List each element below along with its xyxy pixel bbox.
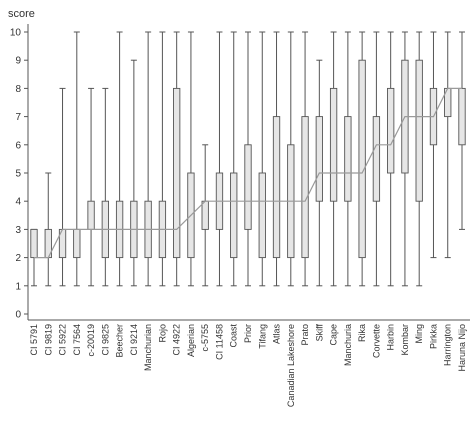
iqr-box	[272, 116, 281, 259]
box-23	[358, 31, 366, 287]
box-17	[272, 31, 281, 287]
box-9	[158, 31, 167, 287]
category-label: Atlas	[272, 324, 282, 345]
box-12	[201, 144, 209, 287]
box-27	[415, 31, 423, 287]
iqr-box	[258, 172, 266, 259]
category-label: CI 9825	[100, 324, 110, 356]
category-label: Prato	[300, 324, 310, 346]
box-22	[344, 31, 352, 287]
category-label: CI 9214	[129, 324, 139, 356]
category-label: Cape	[329, 324, 339, 346]
iqr-box	[30, 228, 38, 259]
box-3	[73, 31, 81, 287]
y-axis-label: score	[8, 8, 35, 20]
category-label: Beecher	[115, 324, 125, 358]
box-14	[230, 31, 238, 287]
category-label: CI 9819	[43, 324, 53, 356]
y-tick-label: 2	[15, 253, 21, 264]
box-24	[372, 31, 381, 287]
category-label: CI 4922	[172, 324, 182, 356]
box-4	[87, 87, 95, 287]
category-label: Prior	[243, 324, 253, 343]
category-label: Haruna Nijo	[457, 324, 467, 372]
box-18	[287, 31, 295, 287]
category-label: Canadian Lakeshore	[286, 324, 296, 407]
y-tick-label: 7	[15, 112, 21, 123]
box-26	[401, 31, 409, 287]
iqr-box	[201, 200, 209, 230]
box-16	[258, 31, 266, 287]
category-label: Manchurian	[143, 324, 153, 371]
box-28	[429, 31, 438, 259]
category-label: CI 11458	[214, 324, 224, 360]
category-label: Kombar	[400, 324, 410, 356]
category-label: Harbin	[386, 324, 396, 351]
box-21	[329, 31, 338, 287]
category-label: Skiff	[314, 324, 324, 342]
iqr-box	[329, 87, 338, 202]
iqr-box	[372, 116, 381, 202]
y-tick-label: 0	[15, 310, 21, 321]
category-label: Manchuria	[343, 324, 353, 366]
y-tick-label: 4	[15, 197, 21, 208]
y-tick-label: 6	[15, 140, 21, 151]
box-11	[187, 31, 195, 287]
box-25	[387, 31, 395, 287]
box-20	[315, 59, 323, 287]
y-tick-label: 9	[15, 56, 21, 67]
category-label: Algerian	[186, 324, 196, 357]
box-7	[130, 59, 138, 287]
iqr-box	[415, 59, 423, 202]
category-label: Rika	[357, 324, 367, 342]
box-8	[144, 31, 152, 287]
category-labels: CI 5791 CI 9819 CI 5922 CI 7564 c-20019 CI 98…	[29, 324, 467, 408]
y-ticks: 0 1 2 3 4 5 6 7 8 9 10	[10, 28, 28, 321]
box-10	[173, 31, 181, 287]
iqr-box	[315, 116, 323, 202]
box-29	[444, 31, 452, 259]
category-label: c-5755	[200, 324, 210, 352]
box-13	[215, 31, 224, 287]
category-label: CI 5791	[29, 324, 39, 356]
category-label: CI 7564	[72, 324, 82, 356]
iqr-box	[230, 172, 238, 259]
iqr-box	[73, 228, 81, 259]
category-label: Ming	[414, 324, 424, 344]
category-label: Rojo	[157, 324, 167, 343]
category-label: Corvette	[371, 324, 381, 358]
category-label: CI 5922	[58, 324, 68, 356]
median-connector-line	[34, 87, 462, 259]
box-2	[58, 87, 67, 287]
iqr-box	[358, 59, 366, 259]
category-label: Tifang	[257, 324, 267, 349]
boxes	[30, 31, 466, 287]
box-5	[101, 87, 109, 287]
iqr-box	[244, 144, 252, 230]
iqr-box	[87, 200, 95, 230]
iqr-box	[387, 87, 395, 174]
y-tick-label: 8	[15, 84, 21, 95]
y-tick-label: 3	[15, 225, 21, 236]
category-label: c-20019	[86, 324, 96, 357]
category-label: Harrington	[443, 324, 453, 366]
box-15	[244, 31, 252, 287]
category-label: Coast	[229, 324, 239, 348]
iqr-box	[301, 116, 309, 259]
box-6	[115, 31, 124, 287]
iqr-box	[458, 87, 466, 146]
iqr-box	[344, 116, 352, 202]
box-1	[44, 172, 52, 287]
y-tick-label: 5	[15, 169, 21, 180]
box-30	[458, 31, 466, 230]
y-tick-label: 1	[15, 281, 21, 292]
box-19	[301, 31, 309, 287]
iqr-box	[173, 87, 181, 259]
category-label: Pirkka	[428, 324, 438, 349]
y-tick-label: 10	[10, 28, 22, 39]
